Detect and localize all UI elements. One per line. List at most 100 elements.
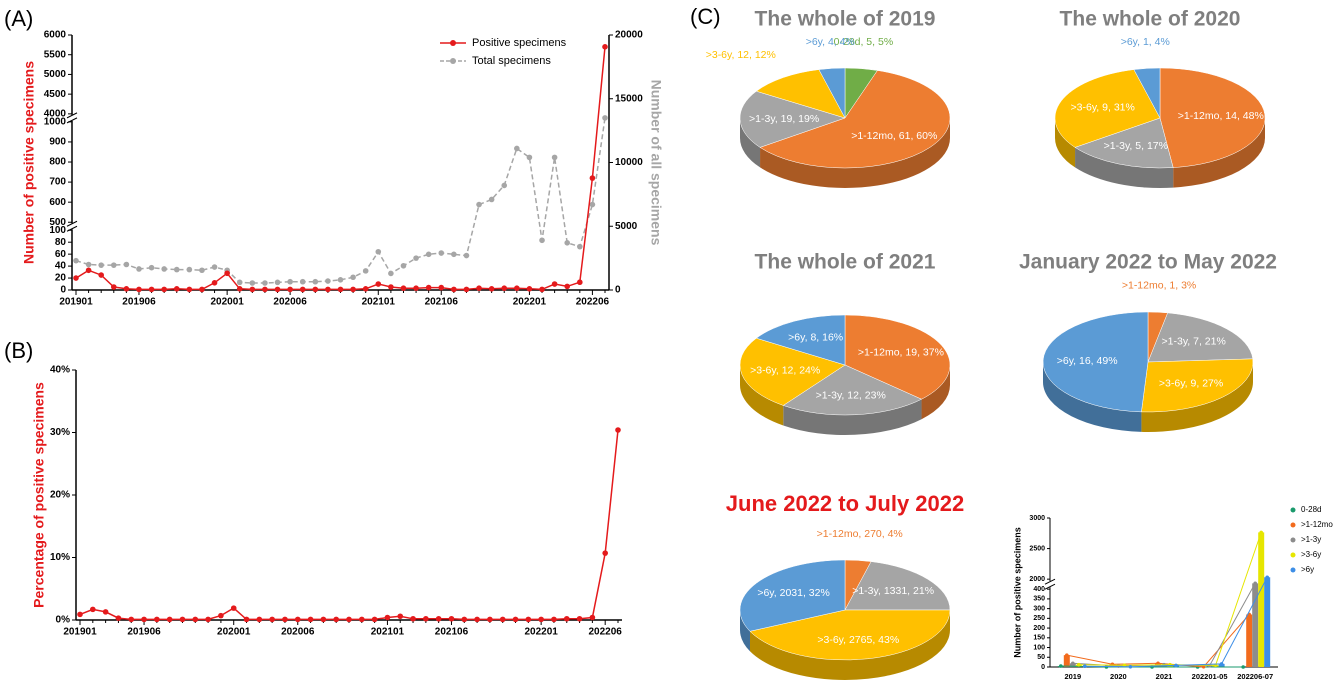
data-point [488,286,495,292]
slice-label: >1-12mo, 1, 3% [1122,280,1196,292]
pie-title: June 2022 to July 2022 [726,491,964,516]
pie-slice [1133,67,1161,119]
data-point [512,616,519,623]
y-tick-label: 1000 [44,117,67,128]
data-point [218,612,224,619]
data-point [514,145,520,152]
x-tick-label: 202206 [589,627,623,638]
data-point [488,196,495,203]
data-point [1059,664,1063,668]
y-tick-label: 2500 [1029,545,1045,552]
bar [1063,655,1070,667]
series-line [1066,614,1250,668]
data-point [563,615,570,622]
y-tick-label: 50 [1037,654,1045,661]
x-tick-label: 202101 [362,297,396,308]
axis-break-gap [1044,581,1056,588]
data-point [166,616,173,623]
x-tick-label: 202006 [273,297,307,308]
y-tick-label: 5500 [44,49,67,60]
data-point [110,284,117,290]
pie-slice [844,561,951,611]
pie-slice [1042,311,1149,413]
data-point [577,279,583,286]
data-point [1077,662,1081,667]
data-point [538,616,544,623]
data-point [161,266,167,272]
data-point [1122,663,1127,668]
slice-label: >1-3y, 12, 23% [816,390,886,402]
pie-side [1075,147,1174,189]
data-point [461,616,468,623]
data-point [589,201,596,208]
y-tick-label: 30% [50,427,70,438]
data-point [287,286,293,293]
data-point [224,270,230,277]
data-point [161,286,167,293]
data-point [375,248,382,255]
data-point [474,616,480,623]
data-point [551,154,558,161]
data-point [73,257,79,264]
data-point [346,616,352,623]
data-point [400,262,407,269]
y-tick-label: 20 [55,273,67,284]
pie-side [1141,362,1253,432]
x-tick-label: 202201-05 [1192,672,1228,681]
axis-break [66,220,78,227]
legend-label: 0-28d [1301,505,1321,514]
legend-marker [1290,507,1296,513]
x-tick-label: 202106 [435,627,469,638]
pie-slice [782,364,923,416]
data-point [476,201,482,208]
data-point [249,286,256,293]
y-tick-label: 900 [49,137,66,148]
data-point [602,550,608,556]
y-axis-label: Number of positive specimens [21,61,37,264]
x-tick-label: 202101 [371,627,405,638]
legend-marker [1290,522,1296,528]
data-point [564,283,571,290]
data-point [299,278,306,285]
data-point [337,286,344,293]
slice-label: >3-6y, 12, 24% [750,365,820,377]
data-point [1253,581,1257,586]
data-point [141,616,147,623]
data-point [256,616,263,623]
data-point [128,616,135,623]
y-tick-label: 100 [49,225,66,236]
data-point [211,280,218,286]
pie-slice [755,69,846,119]
pie-slice [739,337,846,406]
x-tick-label: 202001 [217,627,251,638]
data-point [211,264,218,270]
y-tick-label: 0 [60,285,66,296]
legend-marker [450,58,456,64]
axis-break [66,112,78,119]
data-point [451,251,457,258]
data-point [262,286,268,293]
y-tick-label: 10% [50,552,70,563]
data-point [589,175,596,181]
pie-slice [759,70,951,169]
data-point [410,615,416,622]
data-point [337,277,344,283]
series-line [1078,532,1262,666]
y-tick-label: 0 [1041,664,1045,671]
y2-tick-label: 15000 [615,93,643,104]
pie-side [1173,118,1265,188]
bar [1069,663,1076,667]
data-point [438,284,445,291]
data-point [186,286,193,293]
y-tick-label: 0% [56,615,71,626]
data-point [230,605,237,611]
data-point [1128,665,1133,669]
data-point [262,280,268,286]
slice-label: 0-28d, 5, 5% [834,36,894,48]
data-point [501,182,508,189]
y-axis-label: Number of positive specimens [1012,527,1022,658]
panel-label: (B) [4,338,33,363]
data-point [1065,653,1069,657]
slice-label: >6y, 2031, 32% [757,587,830,599]
